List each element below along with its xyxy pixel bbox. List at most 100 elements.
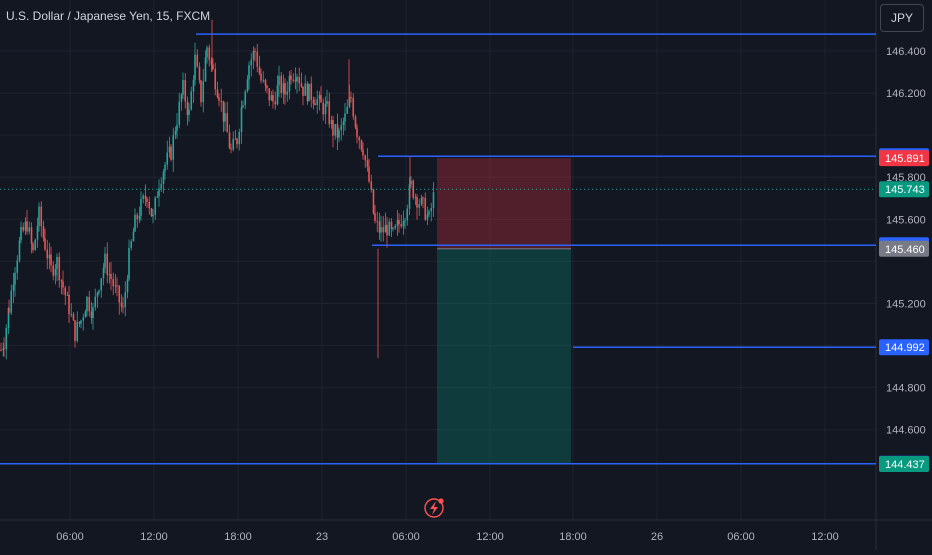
candle-down: [372, 189, 375, 214]
candle-down: [284, 83, 286, 95]
candle-down: [88, 296, 91, 312]
candle-up: [342, 121, 345, 125]
candle-up: [326, 101, 328, 104]
price-label-target: 144.437: [885, 459, 925, 471]
candle-up: [348, 97, 351, 107]
time-tick-label: 18:00: [559, 531, 587, 543]
candle-down: [264, 79, 267, 86]
candle-up: [410, 180, 412, 185]
candle-down: [226, 113, 229, 133]
candle-up: [12, 284, 15, 291]
candle-up: [192, 79, 195, 92]
candle-up: [318, 95, 321, 100]
candle-down: [260, 73, 262, 81]
candle-down: [312, 99, 315, 104]
candle-down: [210, 59, 213, 65]
price-label-line: 144.992: [885, 342, 925, 354]
candle-down: [122, 306, 124, 308]
candle-down: [200, 80, 202, 103]
candle-up: [242, 105, 244, 108]
candle-up: [178, 101, 181, 125]
candle-down: [118, 285, 121, 303]
candle-down: [214, 68, 217, 90]
symbol-title: U.S. Dollar / Japanese Yen, 15, FXCM: [6, 9, 211, 23]
candle-down: [208, 47, 211, 60]
candle-down: [44, 238, 46, 250]
price-tick-label: 146.400: [886, 46, 926, 58]
candle-up: [164, 164, 166, 172]
alert-dot: [438, 498, 444, 504]
candle-down: [268, 88, 271, 101]
candle-down: [146, 198, 148, 202]
candle-down: [218, 97, 220, 101]
candle-down: [354, 116, 357, 128]
price-label-entry-badge[interactable]: [879, 240, 929, 257]
candle-up: [340, 124, 343, 131]
position-zones: [437, 158, 571, 465]
candle-down: [8, 308, 10, 313]
candle-up: [388, 221, 391, 236]
candle-down: [184, 80, 187, 102]
candle-up: [162, 171, 165, 185]
candle-up: [402, 220, 405, 227]
candle-down: [294, 79, 297, 82]
candle-down: [272, 95, 274, 102]
candle-up: [5, 327, 8, 350]
candle-down: [222, 100, 225, 122]
candle-down: [328, 101, 331, 124]
candle-up: [408, 184, 411, 209]
candle-down: [26, 221, 28, 232]
candle-down: [416, 197, 418, 208]
price-label-stop-badge[interactable]: [879, 150, 929, 167]
candle-up: [188, 109, 190, 115]
candle-up: [426, 214, 429, 220]
candle-up: [246, 79, 249, 92]
candle-down: [230, 148, 232, 150]
candle-down: [30, 227, 33, 244]
candle-up: [316, 99, 319, 106]
candle-down: [106, 253, 109, 275]
candle-up: [304, 83, 307, 96]
candle-down: [220, 100, 223, 102]
candle-up: [14, 272, 16, 285]
candle-down: [424, 197, 427, 220]
price-axis[interactable]: 146.400146.200145.800145.600145.200144.8…: [879, 46, 929, 473]
price-label-line-badge[interactable]: [879, 339, 929, 356]
candle-down: [52, 265, 55, 276]
candle-down: [374, 213, 376, 221]
candle-up: [248, 65, 250, 80]
time-tick-label: 18:00: [224, 531, 252, 543]
candle-down: [40, 206, 43, 227]
candle-up: [346, 106, 349, 114]
price-label-last-badge[interactable]: [879, 181, 929, 198]
candle-down: [72, 314, 75, 321]
candle-up: [80, 320, 82, 324]
alert-marker[interactable]: [424, 498, 444, 518]
candle-up: [166, 152, 169, 165]
candle-down: [170, 146, 172, 160]
time-axis[interactable]: 06:00 12:00 18:00 23 06:00 12:00 18:00 26 06:00 1…: [56, 531, 839, 543]
candle-up: [396, 220, 399, 226]
candle-up: [174, 130, 177, 136]
candle-down: [376, 220, 379, 222]
lightning-bolt-icon[interactable]: [424, 498, 444, 518]
candle-down: [364, 155, 367, 161]
horizontal-lines[interactable]: [0, 33, 876, 465]
currency-button[interactable]: JPY: [880, 4, 924, 32]
candle-down: [186, 101, 189, 115]
candle-down: [280, 75, 283, 93]
candle-down: [120, 302, 123, 307]
candle-down: [358, 137, 361, 141]
time-tick-label: 06:00: [56, 531, 84, 543]
candle-down: [298, 76, 301, 84]
candle-up: [154, 197, 157, 215]
candle-up: [176, 124, 178, 131]
take-profit-zone: [437, 248, 571, 465]
candle-up: [308, 83, 310, 102]
candle-down: [46, 249, 49, 259]
candle-up: [142, 195, 145, 199]
lightning-bolt-glyph: [430, 501, 438, 515]
price-label-target-badge[interactable]: [879, 456, 929, 473]
